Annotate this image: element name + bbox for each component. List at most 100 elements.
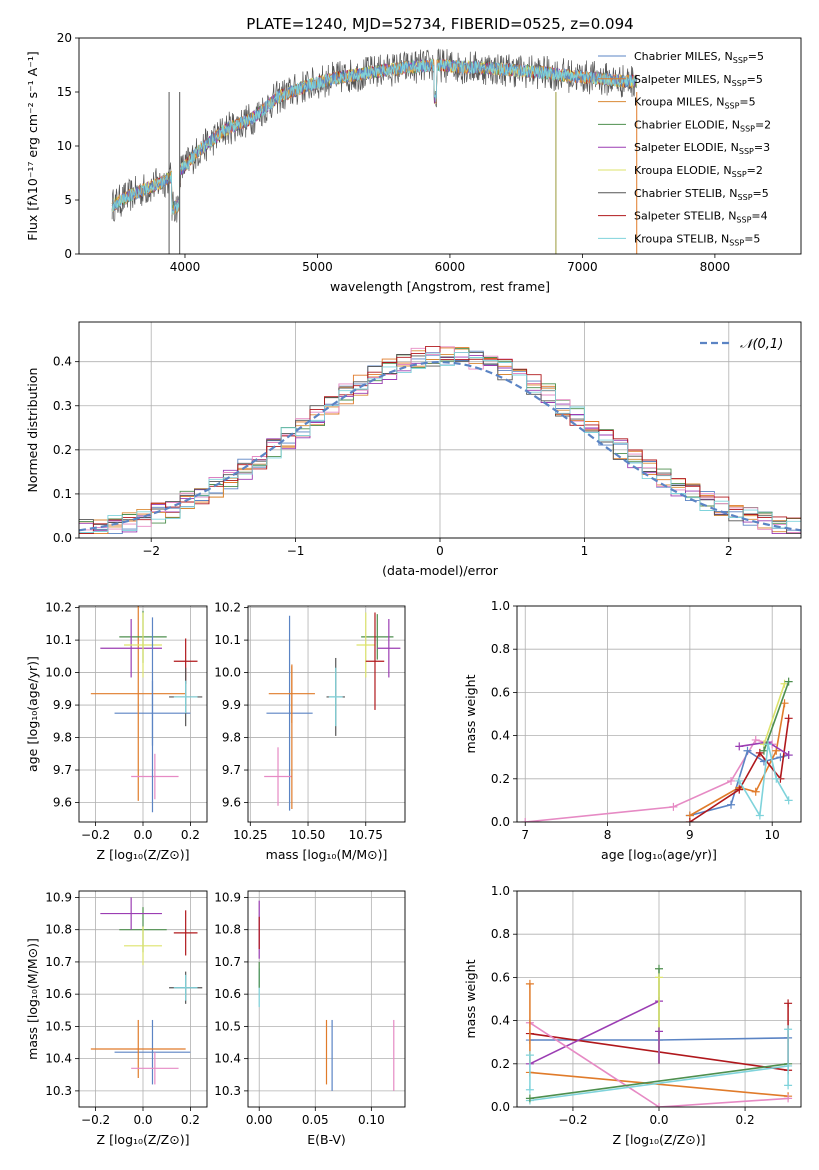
weight-point xyxy=(751,787,760,796)
weight-point xyxy=(521,818,530,822)
y-tick-label: 9.6 xyxy=(222,796,241,810)
legend-nssp: =5 xyxy=(748,50,764,63)
x-axis-label: wavelength [Angstrom, rest frame] xyxy=(330,279,550,294)
x-tick-label: 0.0 xyxy=(133,1113,152,1127)
weight-marker xyxy=(784,999,793,1008)
y-tick-label: 0.2 xyxy=(491,772,510,786)
x-axis-label: age [log₁₀(age/yr)] xyxy=(601,847,717,862)
y-tick-label: 10.6 xyxy=(214,987,241,1001)
legend-nssp: =5 xyxy=(747,73,763,86)
weight-marker xyxy=(784,1081,793,1090)
weight-point xyxy=(772,774,781,783)
legend-nssp: =5 xyxy=(744,232,760,245)
y-axis-label: Normed distribution xyxy=(25,368,40,493)
plot-area-age_vs_mass xyxy=(264,612,401,811)
plot-area-weight_vs_age xyxy=(521,677,793,822)
weight-line-4 xyxy=(529,1022,789,1107)
weight-point xyxy=(780,699,789,708)
legend-subscript: SSP xyxy=(739,147,754,156)
weight-point xyxy=(685,818,694,822)
weight-line-6 xyxy=(529,1063,789,1100)
legend-subscript: SSP xyxy=(724,102,739,111)
x-tick-label: 0.2 xyxy=(181,828,200,842)
y-tick-label: 10.4 xyxy=(45,1052,72,1066)
legend-entry: Kroupa ELODIE, NSSP=2 xyxy=(634,164,763,179)
y-tick-label: 9.9 xyxy=(222,698,241,712)
weight-marker xyxy=(655,1027,663,1036)
x-tick-label: 0.2 xyxy=(736,1113,755,1127)
y-tick-label: 10.2 xyxy=(214,601,241,615)
weight-point xyxy=(655,1103,663,1107)
x-tick-label: 9 xyxy=(686,828,694,842)
panel-spectrum: 4000 5000 6000 7000 8000 0 5 10 15 20 wavelength [… xyxy=(25,31,802,294)
legend-subscript: SSP xyxy=(740,124,755,133)
x-tick-label: 10 xyxy=(765,828,780,842)
y-tick-label: 0.4 xyxy=(491,1014,510,1028)
y-tick-label: 0.8 xyxy=(491,927,510,941)
spectrum-line-8 xyxy=(111,58,638,215)
panel-mass_vs_Z: −0.2 0.0 0.2 10.3 10.4 10.5 10.6 10.7 10.8 10.9 Z … xyxy=(25,890,208,1147)
weight-marker xyxy=(525,979,534,988)
histogram-7 xyxy=(79,345,801,535)
legend-entry: Chabrier ELODIE, NSSP=2 xyxy=(634,118,771,133)
y-tick-label: 10.9 xyxy=(214,890,241,904)
y-tick-label: 10.8 xyxy=(45,923,72,937)
y-tick-label: 10.3 xyxy=(45,1084,72,1098)
x-tick-label: 7 xyxy=(521,828,529,842)
plot-area-spectrum xyxy=(111,48,638,254)
y-tick-label: 10.6 xyxy=(45,987,72,1001)
y-tick-label: 10.2 xyxy=(45,601,72,615)
weight-marker xyxy=(525,1051,534,1060)
x-tick-label: 2 xyxy=(725,544,733,558)
x-tick-label: 0.05 xyxy=(302,1113,329,1127)
weight-point xyxy=(755,748,764,757)
weight-point xyxy=(751,735,760,744)
y-tick-label: 0.8 xyxy=(491,642,510,656)
y-tick-label: 0.0 xyxy=(491,815,510,829)
y-tick-label: 0.2 xyxy=(53,443,72,457)
y-tick-label: 15 xyxy=(57,85,72,99)
axes-frame xyxy=(516,890,802,1108)
y-tick-label: 0.4 xyxy=(53,355,72,369)
legend-entry: Kroupa STELIB, NSSP=5 xyxy=(634,232,760,247)
weight-point xyxy=(525,1094,534,1103)
x-axis-label: E(B-V) xyxy=(307,1132,346,1147)
weight-marker xyxy=(655,964,663,973)
weight-point xyxy=(784,1094,793,1103)
axes-frame xyxy=(247,890,406,1108)
x-tick-label: −1 xyxy=(287,544,305,558)
histogram-8 xyxy=(79,352,801,533)
y-tick-label: 5 xyxy=(64,193,72,207)
y-axis-label: mass [log₁₀(M/M⊙)] xyxy=(25,938,40,1060)
normal-curve xyxy=(79,360,801,532)
weight-marker xyxy=(784,1025,793,1034)
y-tick-label: 1.0 xyxy=(491,599,510,613)
x-tick-label: 8000 xyxy=(700,260,731,274)
y-tick-label: 10.1 xyxy=(45,633,72,647)
legend-subscript: SSP xyxy=(736,216,751,225)
y-tick-label: 9.8 xyxy=(53,731,72,745)
x-tick-label: 4000 xyxy=(170,260,201,274)
y-tick-label: 9.6 xyxy=(53,796,72,810)
legend-subscript: SSP xyxy=(738,193,753,202)
x-tick-label: 5000 xyxy=(302,260,333,274)
x-tick-label: 0.10 xyxy=(358,1113,385,1127)
legend-normal-label: 𝒩(0,1) xyxy=(740,337,783,352)
y-tick-label: 20 xyxy=(57,31,72,45)
y-axis-label: mass weight xyxy=(463,674,478,753)
weight-point xyxy=(735,785,744,794)
x-tick-label: 0.0 xyxy=(649,1113,668,1127)
x-tick-label: 10.75 xyxy=(349,828,383,842)
y-tick-label: 0.6 xyxy=(491,970,510,984)
y-tick-label: 0.1 xyxy=(53,487,72,501)
y-tick-label: 10.9 xyxy=(45,890,72,904)
legend-entry: Chabrier MILES, NSSP=5 xyxy=(634,50,764,65)
y-tick-label: 10 xyxy=(57,139,72,153)
x-tick-label: 8 xyxy=(604,828,612,842)
weight-point xyxy=(727,776,736,785)
legend-subscript: SSP xyxy=(732,170,747,179)
panel-weight_vs_age: 7 8 9 10 0.0 0.2 0.4 0.6 0.8 1.0 age [log₁₀(age/yr… xyxy=(463,599,802,862)
axes-frame xyxy=(78,890,208,1108)
weight-point xyxy=(784,677,793,686)
